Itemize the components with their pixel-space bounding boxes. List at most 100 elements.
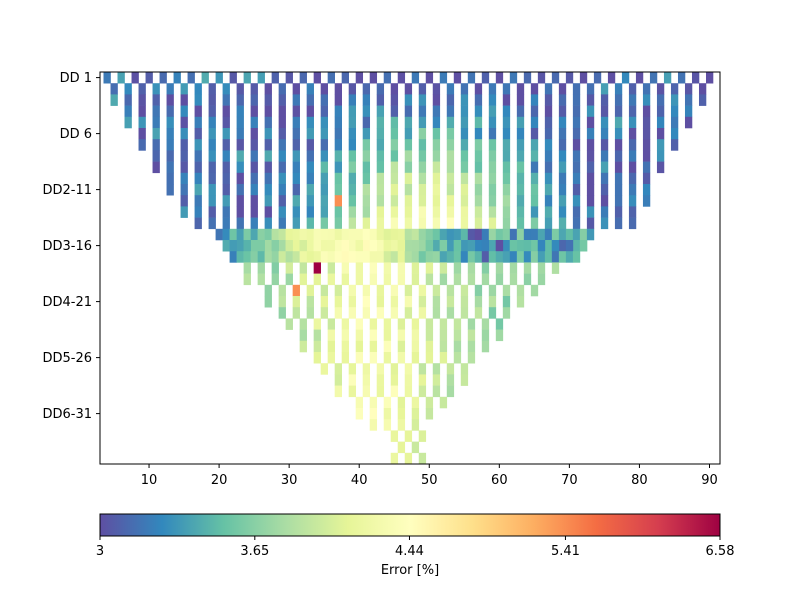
heatmap-cell xyxy=(390,105,399,118)
heatmap-cell xyxy=(404,307,413,319)
heatmap-cell xyxy=(404,83,413,95)
heatmap-cell xyxy=(299,273,307,286)
heatmap-cell xyxy=(334,184,342,196)
heatmap-cell xyxy=(488,161,497,174)
heatmap-cell xyxy=(425,228,434,241)
heatmap-cell xyxy=(299,228,307,241)
heatmap-cell xyxy=(670,94,679,106)
heatmap-cell xyxy=(194,116,202,129)
heatmap-cell xyxy=(264,251,272,263)
heatmap-cell xyxy=(341,262,349,274)
heatmap-cell xyxy=(572,128,581,140)
heatmap-cell xyxy=(292,251,300,263)
heatmap-cell xyxy=(376,374,385,386)
heatmap-cell xyxy=(558,195,567,207)
heatmap-cell xyxy=(488,296,497,308)
heatmap-cell xyxy=(642,105,651,118)
heatmap-cell xyxy=(292,128,300,140)
heatmap-cell xyxy=(236,150,244,162)
heatmap-cell xyxy=(418,184,427,196)
heatmap-cell xyxy=(229,228,237,241)
heatmap-cell xyxy=(467,72,476,84)
heatmap-cell xyxy=(341,273,349,286)
heatmap-cell xyxy=(509,251,518,263)
heatmap-cell xyxy=(348,296,357,308)
heatmap-cell xyxy=(278,307,286,319)
heatmap-cell xyxy=(341,340,349,353)
heatmap-cell xyxy=(460,374,469,386)
heatmap-cell xyxy=(544,195,553,207)
heatmap-cell xyxy=(397,318,406,330)
heatmap-cell xyxy=(614,94,623,106)
heatmap-cell xyxy=(341,251,349,263)
heatmap-cell xyxy=(376,128,385,140)
heatmap-cell xyxy=(502,128,511,140)
heatmap-cell xyxy=(299,251,307,263)
heatmap-cell xyxy=(481,318,490,330)
heatmap-cell xyxy=(257,262,265,274)
heatmap-cell xyxy=(250,251,258,263)
x-tick-label: 20 xyxy=(211,473,228,488)
heatmap-cell xyxy=(250,195,258,207)
heatmap-cell xyxy=(313,262,321,274)
heatmap-cell xyxy=(194,161,202,174)
heatmap-cell xyxy=(362,240,371,252)
heatmap-cell xyxy=(474,128,483,140)
heatmap-cell xyxy=(152,161,160,174)
heatmap-cell xyxy=(292,296,300,308)
heatmap-cell xyxy=(369,340,378,353)
y-axis: DD 1 DD 6 DD2-11 DD3-16 DD4-21 DD5-26 DD6-31 xyxy=(42,71,100,422)
heatmap-cell xyxy=(208,161,216,174)
x-tick-label: 80 xyxy=(631,473,648,488)
heatmap-cell xyxy=(194,83,202,95)
heatmap-cell xyxy=(509,240,518,252)
heatmap-cell xyxy=(278,150,286,162)
heatmap-cell xyxy=(642,139,651,151)
heatmap-cell xyxy=(369,72,378,84)
heatmap-cell xyxy=(411,318,420,330)
heatmap-cell xyxy=(558,83,567,95)
heatmap-cell xyxy=(572,172,581,185)
heatmap-cell xyxy=(439,228,448,241)
heatmap-cell xyxy=(558,251,567,263)
heatmap-cell xyxy=(425,251,434,263)
heatmap-cell xyxy=(586,228,595,241)
heatmap-cell xyxy=(649,72,658,84)
heatmap-cell xyxy=(334,363,342,375)
heatmap-cell xyxy=(628,172,637,185)
heatmap-cell xyxy=(327,72,335,84)
heatmap-cell xyxy=(194,105,202,118)
heatmap-cell xyxy=(180,94,188,106)
heatmap-cell xyxy=(362,172,371,185)
heatmap-cell xyxy=(180,116,188,129)
heatmap-cell xyxy=(327,273,335,286)
heatmap-cell xyxy=(425,396,434,409)
heatmap-cell xyxy=(404,251,413,263)
heatmap-cell xyxy=(656,83,665,95)
heatmap-cell xyxy=(698,83,707,95)
heatmap-cell xyxy=(327,228,335,241)
heatmap-cell xyxy=(509,228,518,241)
heatmap-cell xyxy=(509,273,518,286)
heatmap-cell xyxy=(376,385,385,398)
heatmap-cell xyxy=(481,262,490,274)
heatmap-cell xyxy=(572,217,581,230)
colorbar-tick-label: 6.58 xyxy=(706,544,735,559)
heatmap-cell xyxy=(544,150,553,162)
heatmap-cell xyxy=(586,150,595,162)
heatmap-cell xyxy=(376,94,385,106)
heatmap-cell xyxy=(516,296,525,308)
heatmap-cell xyxy=(299,72,307,84)
heatmap-cell xyxy=(530,139,539,151)
heatmap-cell xyxy=(572,228,581,241)
heatmap-cell xyxy=(502,296,511,308)
heatmap-cell xyxy=(390,307,399,319)
heatmap-cell xyxy=(600,172,609,185)
heatmap-cell xyxy=(537,228,546,241)
heatmap-cell xyxy=(488,240,497,252)
heatmap-cell xyxy=(194,128,202,140)
heatmap-cell xyxy=(572,195,581,207)
heatmap-cell xyxy=(404,452,413,465)
heatmap-cell xyxy=(390,139,399,151)
heatmap-cell xyxy=(551,251,560,263)
